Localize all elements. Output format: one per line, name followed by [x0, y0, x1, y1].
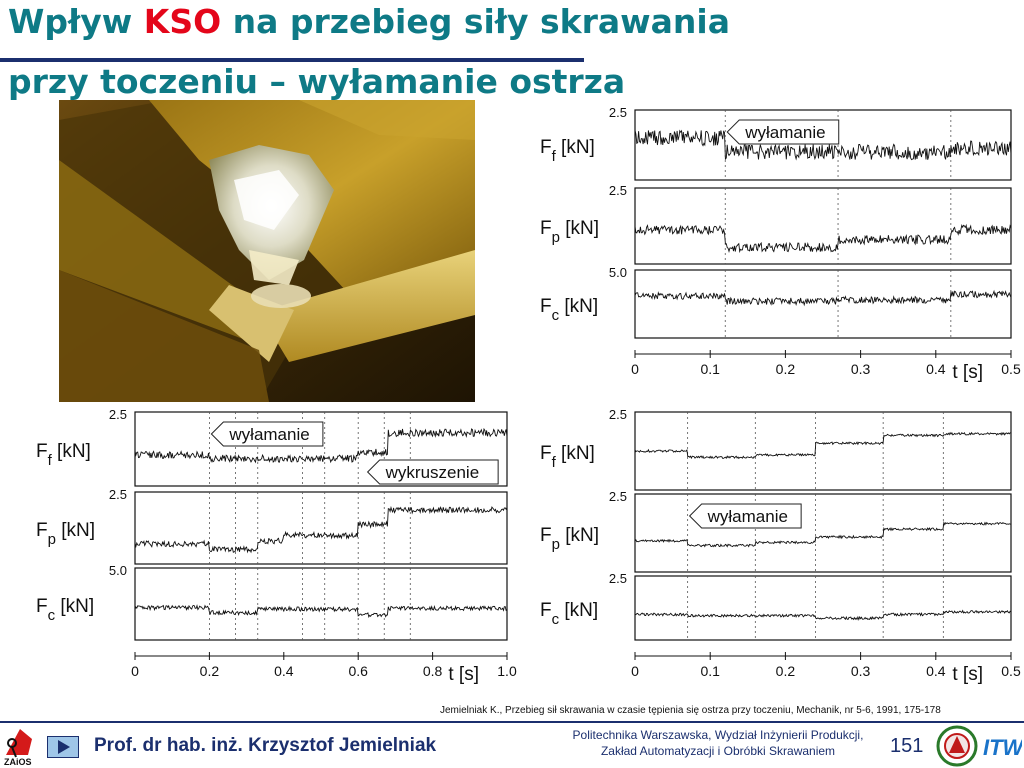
- chart-series-line: [634, 289, 1012, 307]
- chart-annotation-arrow-box: [688, 503, 802, 529]
- chart-series-line: [134, 505, 508, 554]
- chart-panel-label: Fp [kN]: [540, 525, 599, 553]
- chart-xtick-label: 0.4: [274, 663, 294, 679]
- institution-line-2: Zakład Automatyzacji i Obróbki Skrawanie…: [600, 744, 836, 758]
- chart-panel-label: Fp [kN]: [36, 520, 95, 548]
- chart-ytick-label: 2.5: [609, 407, 627, 422]
- title-suffix: na przebieg siły skrawania: [221, 2, 730, 41]
- chart-xtick-label: 0: [131, 663, 139, 679]
- chart-panel-frame: [134, 567, 508, 641]
- broken-insert-photo: [59, 100, 475, 402]
- chart-series-line: [634, 431, 1012, 460]
- chart-xtick-label: 0.8: [423, 663, 443, 679]
- institution: Politechnika Warszawska, Wydział Inżynie…: [565, 727, 871, 759]
- slide-title: Wpływ KSO na przebieg siły skrawania: [8, 2, 730, 42]
- chart-panel-frame: [634, 187, 1012, 265]
- footer: ZAiOS Prof. dr hab. inż. Krzysztof Jemie…: [0, 723, 1024, 768]
- chart-panel-label: Fc [kN]: [36, 596, 94, 624]
- author-name: Prof. dr hab. inż. Krzysztof Jemielniak: [94, 735, 437, 756]
- chart-xtick-label: 0: [631, 361, 639, 377]
- chart-xlabel: t [s]: [952, 362, 983, 383]
- chart-panel-frame: [634, 575, 1012, 641]
- chart-xtick-label: 0.2: [776, 361, 796, 377]
- chart-bottom-left: 2.5 Ff [kN] 2.5 Fp [kN] 5.0 Fc [kN] 0 0.2 0.4 0.6…: [30, 404, 517, 694]
- chart-xtick-label: 0.6: [348, 663, 368, 679]
- chart-xtick-label: 0: [631, 663, 639, 679]
- chart-annotation-label: wyłamanie: [744, 123, 825, 142]
- chart-xtick-label: 0.2: [776, 663, 796, 679]
- chart-panel-label: Ff [kN]: [540, 137, 595, 165]
- chart-annotation-label: wyłamanie: [707, 507, 788, 526]
- chart-series-line: [134, 604, 508, 618]
- citation: Jemielniak K., Przebieg sił skrawania w …: [440, 705, 941, 716]
- chart-xtick-label: 1.0: [497, 663, 517, 679]
- chart-ytick-label: 5.0: [609, 265, 627, 280]
- zaios-logo: ZAiOS: [4, 729, 32, 767]
- chart-series-line: [634, 129, 1012, 161]
- chart-annotation-arrow-box: [366, 459, 499, 485]
- chart-panel-label: Fc [kN]: [540, 296, 598, 324]
- chart-series-line: [634, 223, 1012, 254]
- chart-annotation-arrow-box: [726, 119, 840, 145]
- chart-series-line: [634, 520, 1012, 548]
- chart-ytick-label: 2.5: [609, 489, 627, 504]
- chart-xtick-label: 0.2: [200, 663, 220, 679]
- next-slide-button[interactable]: [47, 736, 79, 758]
- title-underline: [0, 58, 584, 62]
- chart-xlabel: t [s]: [448, 664, 479, 685]
- chart-annotation: wykruszenie: [366, 459, 499, 485]
- chart-panel-label: Fp [kN]: [540, 218, 599, 246]
- chart-xtick-label: 0.1: [700, 663, 720, 679]
- chart-panel-label: Ff [kN]: [540, 443, 595, 471]
- chart-xtick-label: 0.3: [851, 663, 871, 679]
- page-number: 151: [890, 735, 924, 757]
- chart-annotation: wyłamanie: [210, 421, 324, 447]
- chart-xtick-label: 0.3: [851, 361, 871, 377]
- chart-xtick-label: 0.1: [700, 361, 720, 377]
- chart-xtick-label: 0.5: [1001, 361, 1021, 377]
- chart-ytick-label: 5.0: [109, 563, 127, 578]
- chart-panel-label: Ff [kN]: [36, 441, 91, 469]
- chart-panel-frame: [634, 493, 1012, 573]
- slide-subtitle: przy toczeniu – wyłamanie ostrza: [8, 62, 626, 101]
- chart-top-right: 2.5 Ff [kN] 2.5 Fp [kN] 5.0 Fc [kN] 0 0.1 0.2 0.3…: [530, 98, 1021, 388]
- chart-xlabel: t [s]: [952, 664, 983, 685]
- chart-annotation: wyłamanie: [688, 503, 802, 529]
- chart-panel-frame: [134, 491, 508, 565]
- chart-panel-frame: [634, 269, 1012, 339]
- chart-ytick-label: 2.5: [109, 407, 127, 422]
- chart-annotation: wyłamanie: [726, 119, 840, 145]
- chart-ytick-label: 2.5: [609, 571, 627, 586]
- chart-annotation-label: wykruszenie: [385, 463, 480, 482]
- chart-panel-label: Fc [kN]: [540, 600, 598, 628]
- chart-series-line: [134, 427, 508, 464]
- chart-xtick-label: 0.4: [926, 361, 946, 377]
- itw-logo: ITW: [983, 735, 1022, 760]
- footer-rule: [0, 721, 1024, 723]
- university-seal-logo: [936, 725, 978, 767]
- chart-xtick-label: 0.5: [1001, 663, 1021, 679]
- chart-xtick-label: 0.4: [926, 663, 946, 679]
- chart-ytick-label: 2.5: [109, 487, 127, 502]
- zaios-logo-text: ZAiOS: [4, 757, 32, 767]
- chart-series-line: [634, 609, 1012, 621]
- chart-ytick-label: 2.5: [609, 183, 627, 198]
- chart-panel-frame: [634, 411, 1012, 491]
- chart-annotation-label: wyłamanie: [228, 425, 309, 444]
- title-prefix: Wpływ: [8, 2, 144, 41]
- play-arrow-icon: [58, 740, 70, 754]
- itw-logo-text: ITW: [983, 735, 1022, 760]
- chart-ytick-label: 2.5: [609, 105, 627, 120]
- institution-line-1: Politechnika Warszawska, Wydział Inżynie…: [572, 728, 864, 742]
- chart-bottom-right: 2.5 Ff [kN] 2.5 Fp [kN] 2.5 Fc [kN] 0 0.1 0.2 0.3…: [530, 404, 1021, 694]
- title-accent-kso: KSO: [143, 2, 222, 41]
- chart-annotation-arrow-box: [210, 421, 324, 447]
